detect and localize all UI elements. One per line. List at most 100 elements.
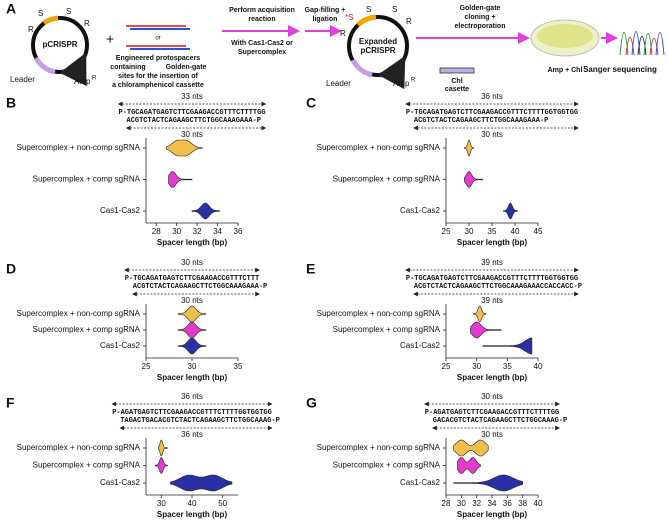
sequence: P-AGATGAGTCTTCGAAGACCGTTTCTTTTGGTGGTGG	[112, 409, 272, 417]
nts-label: 30 nts	[181, 130, 203, 139]
step-text: electroporation	[455, 23, 506, 30]
x-tick-label: 25	[442, 227, 451, 236]
category-label: Supercomplex + comp sgRNA	[33, 175, 141, 184]
sequence: P-TGCAGATGAGTCTTCGAAGACCGTTTCTTTTGGTGGTG…	[406, 275, 578, 283]
nts-label: 33 nts	[181, 92, 203, 101]
panel-label: G	[306, 395, 317, 411]
panel-label: E	[306, 261, 315, 277]
amp-arc	[59, 52, 87, 87]
category-label: Supercomplex + comp sgRNA	[33, 461, 141, 470]
site-label: *S	[345, 13, 353, 22]
leader-arc	[33, 56, 56, 75]
category-label: Supercomplex + non-comp sgRNA	[17, 443, 141, 452]
panel-a: A pCRISPR S S R R Leader Amp R + or Engi…	[6, 1, 665, 93]
x-tick-label: 30	[172, 227, 181, 236]
proto-text: Engineered protospacers	[116, 55, 201, 62]
nts-label: 39 nts	[481, 296, 503, 305]
x-tick-label: 36	[503, 499, 512, 508]
violin	[453, 474, 523, 492]
panel-label: D	[6, 261, 16, 277]
category-label: Supercomplex + non-comp sgRNA	[317, 143, 441, 152]
panel-label: B	[6, 95, 16, 111]
or-label: or	[155, 36, 160, 42]
sequence: TAGACTGACACGTCTACTCAGAAGCTTCTGGCAAAG-P	[120, 417, 280, 425]
site-arc	[42, 15, 59, 26]
sequence: ACGTCTACTCAGAAGCTTCTGGCAAAGAAA-P	[127, 117, 261, 125]
x-tick-label: 40	[188, 499, 197, 508]
chl-label: Chl	[451, 78, 462, 85]
panel: D 30 nts P-TGCAGATGAGTCTTCGAAGACCGTTTCTTTA…	[6, 258, 267, 382]
plus: +	[106, 31, 114, 47]
sequence: ACGTCTACTCAGAAGCTTCTGGCAAAGAAACCACCACC-P	[414, 283, 582, 291]
category-label: Cas1-Cas2	[100, 206, 141, 215]
step-text: Perform acquisition	[229, 7, 295, 14]
protospacers	[126, 25, 190, 50]
category-label: Supercomplex + comp sgRNA	[333, 175, 441, 184]
x-tick-label: 34	[213, 227, 222, 236]
category-label: Cas1-Cas2	[100, 478, 141, 487]
violin	[503, 202, 518, 220]
plasmid-label: Expanded	[359, 37, 397, 46]
violin	[177, 321, 207, 339]
step-text: ligation	[313, 16, 338, 23]
site-arc	[356, 14, 377, 27]
category-label: Cas1-Cas2	[400, 478, 441, 487]
category-label: Cas1-Cas2	[100, 341, 141, 350]
chl-label: casette	[445, 86, 469, 93]
site-label: S	[38, 9, 43, 18]
x-tick-label: 28	[442, 499, 451, 508]
x-tick-label: 30	[465, 227, 474, 236]
leader-label: Leader	[10, 75, 35, 84]
x-axis-label: Spacer length (bp)	[457, 510, 528, 519]
sequence: P-AGATGAGTCTTCGAAGACCGTTTCTTTTGG	[425, 409, 559, 417]
site-label: R	[28, 25, 34, 34]
x-tick-label: 25	[442, 362, 451, 371]
violin	[166, 139, 203, 157]
x-tick-label: 35	[234, 362, 243, 371]
panel-label: F	[6, 395, 15, 411]
amp-sup: R	[411, 78, 416, 84]
violin	[482, 337, 533, 355]
nts-label: 36 nts	[181, 392, 203, 401]
amp-label: Amp	[74, 77, 91, 86]
step-text: With Cas1-Cas2 or	[231, 40, 293, 47]
x-tick-label: 25	[142, 362, 151, 371]
x-axis-label: Spacer length (bp)	[157, 510, 228, 519]
x-axis-label: Spacer length (bp)	[457, 373, 528, 382]
x-tick-label: 32	[193, 227, 202, 236]
proto-text: sites for the insertion of	[118, 73, 198, 80]
x-tick-label: 30	[188, 362, 197, 371]
agar	[537, 24, 593, 48]
nts-label: 30 nts	[181, 296, 203, 305]
violin	[170, 474, 233, 492]
violin	[470, 321, 502, 339]
chl-cassette	[439, 67, 475, 74]
violin	[154, 457, 168, 474]
nts-label: 39 nts	[481, 258, 503, 267]
category-label: Cas1-Cas2	[400, 206, 441, 215]
category-label: Supercomplex + non-comp sgRNA	[317, 443, 441, 452]
nts-label: 30 nts	[481, 130, 503, 139]
violin	[191, 202, 220, 220]
leader-arc	[350, 58, 373, 78]
nts-label: 36 nts	[181, 430, 203, 439]
violin	[453, 439, 489, 457]
x-tick-label: 30	[157, 499, 166, 508]
site-label: S	[392, 5, 397, 14]
panel-label: C	[306, 95, 316, 111]
sequence: P-TGCAGATGAGTCTTCGAAGACCGTTTCTTTTGG	[119, 109, 266, 117]
chromatogram	[619, 31, 665, 56]
sequence: ACGTCTACTCAGAAGCTTCTGGCAAAGAAA-P	[133, 283, 267, 291]
x-tick-label: 40	[534, 362, 543, 371]
site-label: R	[406, 17, 412, 26]
x-tick-label: 35	[503, 362, 512, 371]
sequence: GACACGTCTACTCAGAAGCTTCTGGCAAAG-P	[433, 417, 567, 425]
category-label: Supercomplex + non-comp sgRNA	[317, 309, 441, 318]
x-tick-label: 30	[457, 499, 466, 508]
x-tick-label: 34	[488, 499, 497, 508]
x-tick-label: 38	[518, 499, 527, 508]
proto-text: Golden-gate	[166, 64, 207, 71]
step-text: Supercomplex	[238, 49, 286, 56]
nts-label: 30 nts	[481, 392, 503, 401]
